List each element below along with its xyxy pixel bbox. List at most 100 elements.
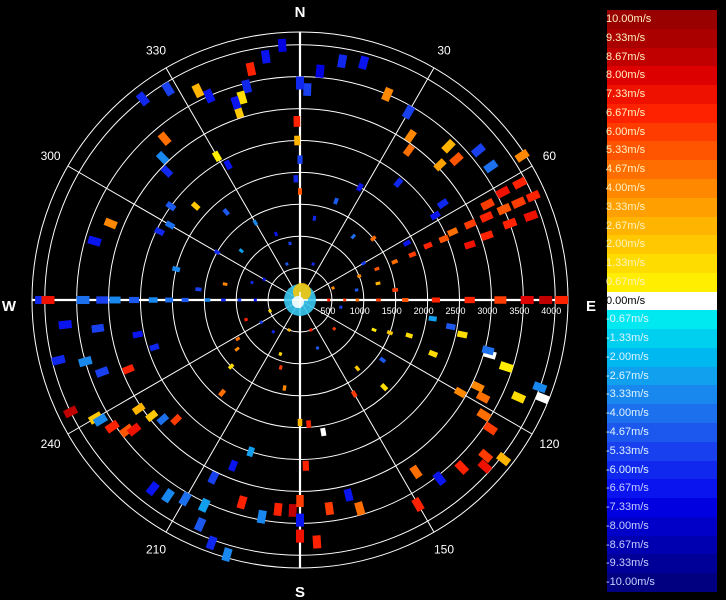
data-point-17 [438, 234, 450, 244]
data-point-82 [148, 297, 158, 303]
legend-swatch [607, 178, 717, 198]
data-point-75 [87, 235, 102, 247]
data-point-167 [380, 383, 389, 392]
data-point-153 [428, 349, 439, 358]
data-point-165 [278, 351, 283, 357]
legend-entry: 1.33m/s [600, 254, 726, 273]
legend-entry: 7.33m/s [600, 85, 726, 104]
data-point-11 [525, 189, 541, 203]
legend-label: 2.00m/s [606, 238, 646, 251]
data-point-81 [129, 296, 140, 304]
legend-entry: 9.33m/s [600, 28, 726, 48]
data-point-45 [337, 54, 348, 69]
legend-entry: -4.67m/s [600, 423, 726, 442]
data-point-99 [92, 413, 109, 427]
data-point-28 [480, 230, 494, 242]
data-point-31 [483, 159, 499, 174]
legend-swatch [607, 10, 717, 29]
legend-swatch [607, 441, 717, 461]
legend-entry: -8.67m/s [600, 535, 726, 555]
data-point-118 [256, 509, 267, 524]
angle-tick-labels: 30 60 120 150 210 240 300 330 [41, 44, 560, 557]
data-point-56 [245, 61, 257, 77]
data-point-19 [408, 251, 417, 259]
data-point-6 [402, 298, 409, 302]
legend-label: -2.67m/s [606, 369, 649, 382]
data-point-49 [293, 115, 301, 127]
data-point-30 [514, 148, 530, 163]
data-point-176 [333, 197, 339, 205]
legend-entry: 4.67m/s [600, 160, 726, 179]
legend-label: 8.00m/s [606, 69, 646, 82]
legend-swatch [607, 498, 717, 517]
data-point-188 [262, 277, 267, 282]
data-point-105 [156, 413, 170, 426]
data-point-161 [235, 336, 241, 342]
legend-label: 3.33m/s [606, 200, 646, 213]
compass-south: S [295, 584, 305, 600]
data-point-2 [555, 295, 569, 305]
legend-label: -6.67m/s [606, 482, 649, 495]
data-point-85 [204, 298, 211, 302]
data-point-198 [287, 328, 292, 332]
legend-entry: -9.33m/s [600, 554, 726, 574]
legend-entry: 8.67m/s [600, 47, 726, 67]
compass-west: W [2, 298, 17, 315]
data-point-149 [428, 315, 438, 322]
legend-entry: 3.33m/s [600, 197, 726, 217]
data-point-26 [523, 209, 539, 223]
data-point-38 [402, 239, 412, 247]
legend-label: -1.33m/s [606, 332, 649, 345]
legend-label: -10.00m/s [606, 576, 655, 589]
legend-label: -6.00m/s [606, 463, 649, 476]
spoke-330 [165, 67, 301, 301]
data-point-131 [297, 418, 303, 427]
data-point-170 [213, 249, 221, 256]
data-point-71 [165, 200, 177, 212]
legend-entry: 6.00m/s [600, 122, 726, 142]
legend-entry: -10.00m/s [600, 573, 726, 592]
data-point-107 [145, 480, 160, 497]
data-point-73 [154, 226, 165, 237]
data-point-127 [354, 501, 366, 516]
legend-swatch [607, 329, 717, 348]
data-point-40 [402, 143, 415, 157]
legend-entry: -7.33m/s [600, 498, 726, 517]
data-point-32 [470, 143, 486, 158]
data-point-196 [331, 286, 335, 290]
legend-label: -8.67m/s [606, 538, 649, 551]
legend-label: -8.00m/s [606, 519, 649, 532]
data-point-148 [445, 322, 456, 331]
legend-swatch [607, 516, 717, 536]
legend-entry: -6.00m/s [600, 460, 726, 480]
data-point-172 [252, 219, 259, 226]
data-point-80 [109, 296, 121, 304]
legend-entry: 6.67m/s [600, 103, 726, 123]
data-point-66 [155, 150, 170, 165]
data-point-189 [259, 320, 264, 325]
data-point-65 [157, 131, 172, 147]
data-point-181 [375, 281, 381, 286]
data-point-192 [332, 326, 337, 331]
data-point-103 [131, 402, 146, 416]
data-point-116 [246, 446, 256, 458]
legend-label: -5.33m/s [606, 444, 649, 457]
legend-swatch [607, 103, 717, 123]
data-point-128 [343, 488, 354, 502]
legend-entry: -4.00m/s [600, 404, 726, 424]
data-point-10 [327, 298, 331, 302]
data-point-74 [103, 217, 118, 230]
legend-label: 1.33m/s [606, 257, 646, 270]
data-point-86 [221, 298, 226, 302]
data-point-0 [520, 295, 534, 305]
data-point-41 [404, 129, 417, 143]
data-point-77 [41, 295, 55, 305]
range-label-4000: 4000 [541, 306, 561, 316]
data-point-135 [454, 460, 470, 475]
data-point-34 [433, 158, 447, 172]
legend-label: 2.67m/s [606, 219, 646, 232]
legend-entry: -8.00m/s [600, 516, 726, 536]
range-label-500: 500 [320, 306, 335, 316]
data-point-147 [456, 330, 468, 339]
data-point-43 [381, 86, 394, 102]
